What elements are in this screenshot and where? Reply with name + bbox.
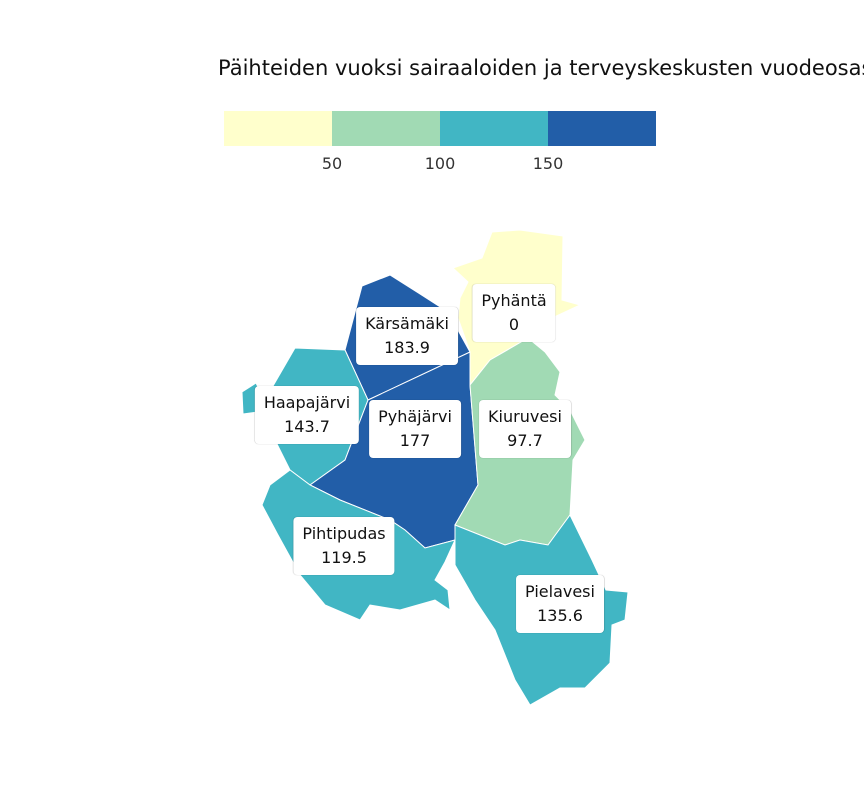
color-legend [224,111,656,146]
legend-swatch-2 [332,111,440,146]
name-pyhajarvi: Pyhäjärvi [378,407,452,426]
value-kiuruvesi: 97.7 [507,431,543,450]
legend-swatch-4 [548,111,656,146]
label-pielavesi: Pielavesi 135.6 [516,575,604,633]
value-pielavesi: 135.6 [537,606,583,625]
value-karsamaki: 183.9 [384,338,430,357]
name-pielavesi: Pielavesi [525,582,595,601]
value-pihtipudas: 119.5 [321,548,367,567]
label-karsamaki: Kärsämäki 183.9 [356,307,458,365]
value-haapajarvi: 143.7 [284,417,330,436]
name-kiuruvesi: Kiuruvesi [488,407,562,426]
legend-swatch-1 [224,111,332,146]
value-pyhanta: 0 [508,315,520,334]
label-haapajarvi: Haapajärvi 143.7 [254,386,360,444]
legend-tick-100: 100 [424,154,456,173]
label-kiuruvesi: Kiuruvesi 97.7 [479,400,571,458]
name-haapajarvi: Haapajärvi [263,393,351,412]
value-pyhajarvi: 177 [399,431,431,450]
label-pyhajarvi: Pyhäjärvi 177 [369,400,461,458]
name-pyhanta: Pyhäntä [481,291,547,310]
label-pyhanta: Pyhäntä 0 [472,284,556,342]
label-pihtipudas: Pihtipudas 119.5 [293,517,395,575]
name-karsamaki: Kärsämäki [365,314,449,333]
name-pihtipudas: Pihtipudas [302,524,386,543]
legend-tick-50: 50 [321,154,343,173]
legend-tick-150: 150 [532,154,564,173]
legend-swatch-3 [440,111,548,146]
map-title: Päihteiden vuoksi sairaaloiden ja tervey… [218,56,864,80]
